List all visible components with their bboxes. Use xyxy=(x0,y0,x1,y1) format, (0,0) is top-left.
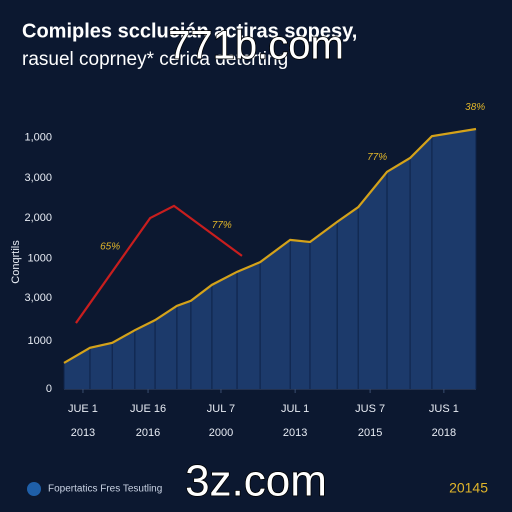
chart-subtitle: rasuel coprney* cerica detcrting xyxy=(22,49,288,70)
y-tick-label: 2,000 xyxy=(24,212,52,224)
area xyxy=(64,129,476,389)
x-tick-label: JUS 7 xyxy=(355,403,385,415)
x-tick-year: 2018 xyxy=(432,427,456,439)
legend-label: Fopertatics Fres Tesutling xyxy=(48,484,162,495)
y-axis-label: Conqrtils xyxy=(10,240,22,284)
y-tick-label: 1,000 xyxy=(24,132,52,144)
x-tick-year: 2016 xyxy=(136,427,160,439)
annotation: 65% xyxy=(100,242,120,253)
x-tick-year: 2013 xyxy=(283,427,307,439)
legend-value: 20145 xyxy=(449,480,488,496)
line xyxy=(63,127,477,364)
y-tick-label: 3,000 xyxy=(24,292,52,304)
y-tick-label: 3,000 xyxy=(24,172,52,184)
watermark: 771b.com xyxy=(168,24,344,68)
x-tick-label: JUE 16 xyxy=(130,403,166,415)
y-tick-label: 1000 xyxy=(28,335,52,347)
annotation: 77% xyxy=(212,220,232,231)
x-tick-year: 2000 xyxy=(209,427,233,439)
watermark: 3z.com xyxy=(185,457,327,506)
y-tick-label: 1000 xyxy=(28,253,52,265)
annotation: 77% xyxy=(367,152,387,163)
x-tick-label: JUL 1 xyxy=(281,403,309,415)
annotation: 38% xyxy=(465,102,485,113)
x-tick-label: JUS 1 xyxy=(429,403,459,415)
y-tick-label: 0 xyxy=(46,383,52,395)
line xyxy=(75,204,243,324)
x-tick-year: 2015 xyxy=(358,427,382,439)
chart-title: Comiples scclucián actiras sopesy, xyxy=(22,20,357,42)
legend-swatch xyxy=(27,482,41,496)
x-tick-label: JUL 7 xyxy=(207,403,235,415)
x-tick-label: JUE 1 xyxy=(68,403,98,415)
x-tick-year: 2013 xyxy=(71,427,95,439)
